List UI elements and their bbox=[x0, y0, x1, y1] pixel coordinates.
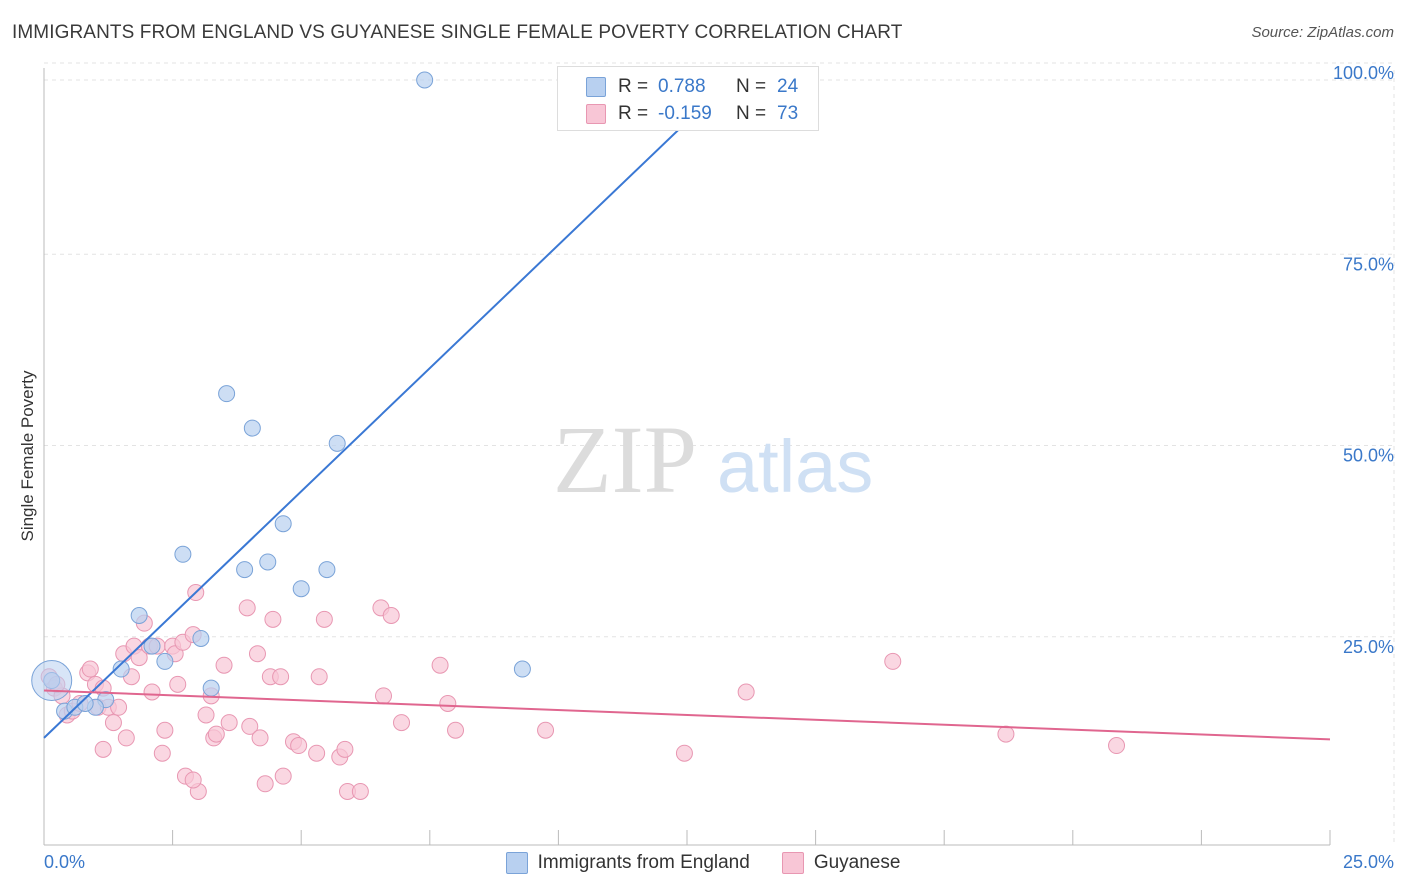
guyanese-point bbox=[264, 610, 282, 628]
guyanese-point bbox=[248, 645, 266, 663]
series-legend: Immigrants from England Guyanese bbox=[0, 852, 1406, 874]
watermark: ZIP atlas bbox=[553, 406, 873, 513]
england-point bbox=[243, 419, 261, 437]
guyanese-point bbox=[336, 740, 354, 758]
england-point bbox=[236, 561, 254, 579]
guyanese-point bbox=[207, 725, 225, 743]
guyanese-point bbox=[153, 744, 171, 762]
guyanese-point bbox=[81, 660, 99, 678]
guyanese-point bbox=[675, 744, 693, 762]
england-point bbox=[292, 580, 310, 598]
r-label: R = bbox=[618, 102, 649, 124]
x-tick-max: 25.0% bbox=[1342, 852, 1394, 872]
y-tick-label: 50.0% bbox=[1343, 446, 1394, 466]
source-label: Source: ZipAtlas.com bbox=[1251, 24, 1394, 41]
guyanese-point bbox=[537, 721, 555, 739]
guyanese-point bbox=[238, 599, 256, 617]
r-label: R = bbox=[618, 75, 649, 97]
watermark-atlas: atlas bbox=[717, 425, 873, 508]
england-point bbox=[416, 71, 434, 89]
guyanese-point bbox=[94, 740, 112, 758]
guyanese-point bbox=[997, 725, 1015, 743]
guyanese-point bbox=[215, 656, 233, 674]
guyanese-point bbox=[351, 782, 369, 800]
guyanese-point bbox=[197, 706, 215, 724]
legend-row-guyanese: R = -0.159 N = 73 bbox=[558, 100, 798, 127]
england-point bbox=[328, 434, 346, 452]
legend-row-england: R = 0.788 N = 24 bbox=[558, 73, 798, 100]
guyanese-point bbox=[184, 771, 202, 789]
legend-swatch-guyanese bbox=[781, 852, 804, 874]
guyanese-point bbox=[117, 729, 135, 747]
watermark-zip: ZIP bbox=[553, 406, 697, 513]
england-trend-line bbox=[43, 71, 740, 739]
guyanese-point bbox=[241, 717, 259, 735]
correlation-legend: R = 0.788 N = 24 R = -0.159 N = 73 bbox=[557, 66, 819, 131]
guyanese-point bbox=[251, 729, 269, 747]
n-value: 73 bbox=[777, 102, 799, 124]
y-tick-label: 25.0% bbox=[1343, 637, 1394, 657]
legend-swatch-england bbox=[586, 76, 606, 97]
n-label: N = bbox=[736, 75, 767, 97]
legend-label-england: Immigrants from England bbox=[537, 852, 750, 873]
guyanese-point bbox=[737, 683, 755, 701]
guyanese-point bbox=[884, 652, 902, 670]
guyanese-point bbox=[315, 610, 333, 628]
guyanese-point bbox=[439, 694, 457, 712]
guyanese-point bbox=[274, 767, 292, 785]
england-point bbox=[259, 553, 277, 571]
legend-item-guyanese[interactable]: Guyanese bbox=[781, 852, 901, 874]
legend-swatch-guyanese bbox=[586, 103, 606, 124]
guyanese-point bbox=[1108, 737, 1126, 755]
england-points bbox=[31, 67, 578, 720]
england-point bbox=[156, 652, 174, 670]
england-point bbox=[76, 694, 94, 712]
axes bbox=[43, 68, 1331, 846]
england-point bbox=[202, 679, 220, 697]
y-tick-labels: 25.0% 50.0% 75.0% 100.0% bbox=[1333, 63, 1394, 657]
england-point bbox=[513, 660, 531, 678]
n-value: 24 bbox=[777, 75, 799, 97]
england-point bbox=[174, 545, 192, 563]
england-point bbox=[143, 637, 161, 655]
england-point bbox=[192, 629, 210, 647]
y-tick-label: 75.0% bbox=[1343, 254, 1394, 274]
guyanese-point bbox=[393, 714, 411, 732]
guyanese-point bbox=[220, 714, 238, 732]
guyanese-point bbox=[130, 649, 148, 667]
england-point bbox=[318, 561, 336, 579]
trend-lines bbox=[43, 71, 1331, 741]
x-tick-min: 0.0% bbox=[44, 852, 86, 872]
england-point bbox=[274, 515, 292, 533]
guyanese-point bbox=[375, 687, 393, 705]
guyanese-point bbox=[110, 698, 128, 716]
guyanese-point bbox=[310, 668, 328, 686]
r-value: 0.788 bbox=[658, 75, 706, 97]
guyanese-point bbox=[256, 775, 274, 793]
guyanese-point bbox=[431, 656, 449, 674]
guyanese-point bbox=[447, 721, 465, 739]
guyanese-point bbox=[272, 668, 290, 686]
guyanese-point bbox=[382, 607, 400, 624]
r-value: -0.159 bbox=[658, 102, 712, 124]
legend-label-guyanese: Guyanese bbox=[813, 852, 901, 873]
england-point-large bbox=[31, 660, 73, 702]
england-point bbox=[130, 607, 148, 624]
guyanese-point bbox=[156, 721, 174, 739]
legend-item-england[interactable]: Immigrants from England bbox=[505, 852, 750, 874]
guyanese-point bbox=[104, 714, 122, 732]
legend-swatch-england bbox=[505, 852, 528, 874]
guyanese-point bbox=[143, 683, 161, 701]
england-point bbox=[112, 660, 130, 678]
guyanese-trend-line bbox=[43, 689, 1331, 741]
england-point bbox=[218, 385, 236, 403]
guyanese-point bbox=[308, 744, 326, 762]
n-label: N = bbox=[736, 102, 767, 124]
guyanese-point bbox=[169, 675, 187, 693]
guyanese-point bbox=[290, 737, 308, 755]
chart-title: IMMIGRANTS FROM ENGLAND VS GUYANESE SING… bbox=[12, 22, 903, 43]
y-tick-label: 100.0% bbox=[1333, 63, 1394, 83]
